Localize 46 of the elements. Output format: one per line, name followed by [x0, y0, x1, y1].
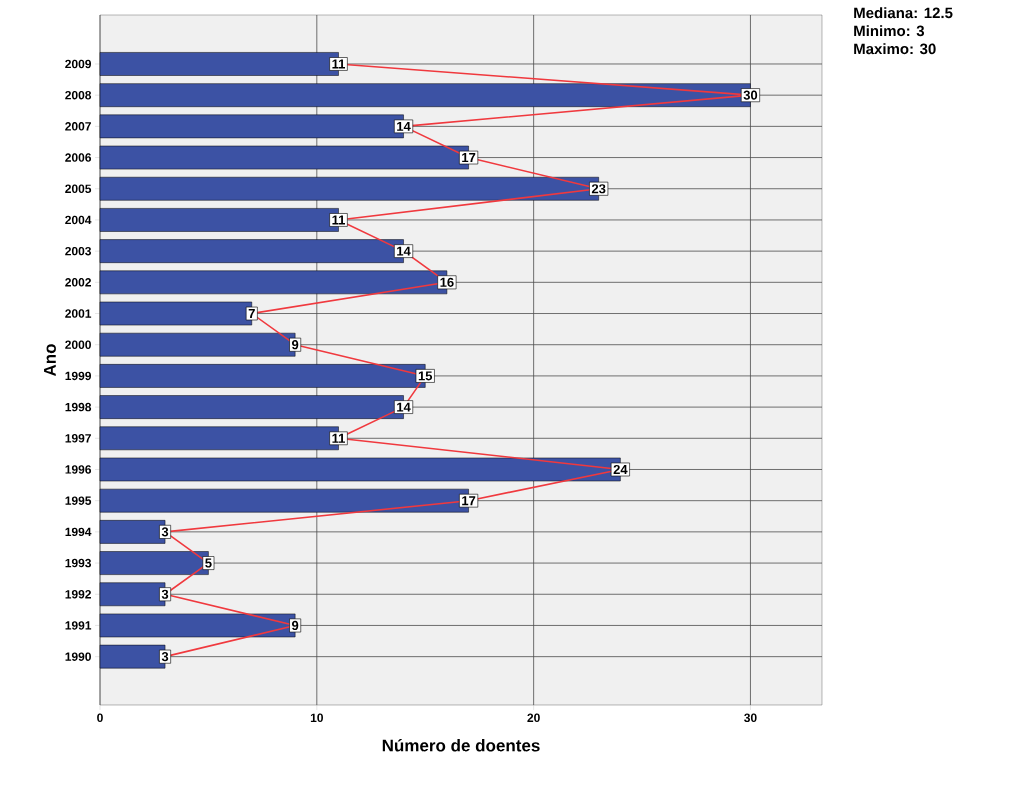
y-tick-label: 2004 — [65, 215, 92, 225]
y-tick-label: 1991 — [65, 621, 92, 630]
y-tick-label: 2000 — [65, 340, 91, 349]
y-tick-label: 1998 — [65, 402, 92, 412]
y-tick-label: 2002 — [65, 278, 91, 287]
data-label: 5 — [205, 558, 212, 568]
x-tick-label: 10 — [310, 713, 323, 723]
data-label: 11 — [332, 433, 346, 443]
data-label: 23 — [591, 184, 606, 194]
y-tick-label: 1992 — [65, 590, 91, 599]
y-tick-label: 1999 — [65, 371, 92, 381]
text: Maximo: 30 — [854, 43, 936, 55]
y-tick-label: 2005 — [65, 184, 92, 193]
text: Mediana: 12.5 — [854, 7, 953, 19]
x-axis-title: Número de doentes — [382, 738, 540, 752]
y-tick-label: 2009 — [65, 59, 92, 69]
x-tick-label: 30 — [744, 713, 757, 723]
data-label: 9 — [291, 620, 299, 631]
y-tick-label: 1994 — [65, 527, 92, 537]
y-tick-label: 1996 — [65, 465, 92, 474]
data-label: 3 — [161, 589, 169, 599]
data-label: 3 — [161, 527, 169, 537]
y-tick-label: 1997 — [65, 434, 91, 443]
text: Minimo: 3 — [854, 25, 925, 37]
x-tick-label: 0 — [97, 713, 103, 723]
data-label: 9 — [291, 340, 299, 350]
y-tick-label: 2003 — [65, 246, 92, 256]
data-label: 24 — [613, 464, 628, 475]
y-tick-label: 2001 — [65, 309, 92, 318]
x-tick-label: 20 — [527, 713, 540, 723]
data-label: 17 — [462, 153, 476, 163]
y-tick-label: 2006 — [65, 153, 92, 162]
data-label: 30 — [743, 90, 758, 100]
data-label: 16 — [440, 277, 454, 287]
y-tick-label: 1993 — [65, 558, 92, 568]
y-tick-label: 1990 — [65, 652, 91, 661]
y-axis-title: Ano — [44, 344, 56, 377]
data-label: 3 — [161, 652, 169, 662]
data-label: 11 — [332, 59, 346, 69]
y-tick-label: 2007 — [65, 122, 91, 131]
data-label: 14 — [397, 121, 411, 131]
y-tick-label: 2008 — [65, 90, 92, 100]
data-label: 7 — [248, 309, 255, 318]
data-label: 11 — [332, 215, 346, 225]
y-tick-label: 1995 — [65, 496, 92, 505]
data-label: 17 — [462, 496, 476, 506]
